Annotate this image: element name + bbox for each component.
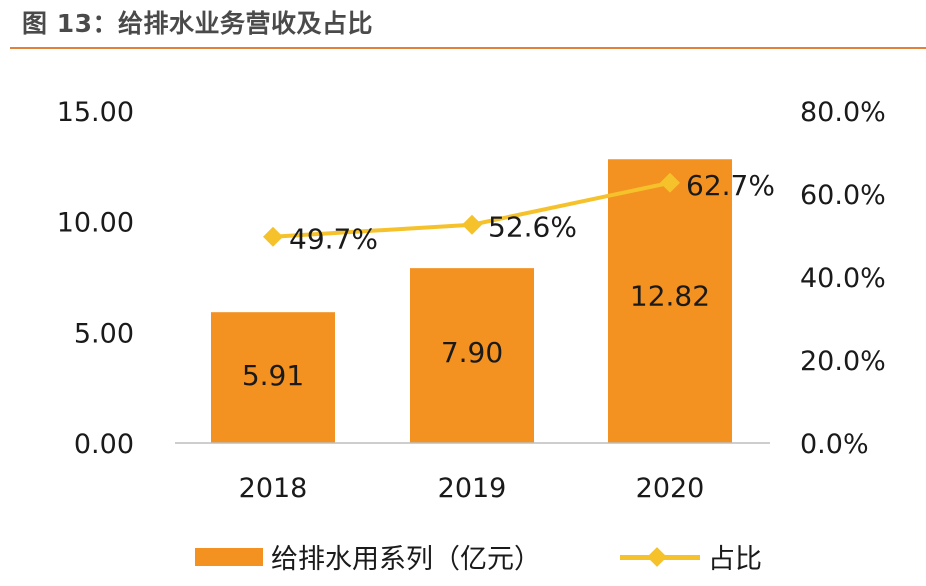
left-tick-label: 15.00 — [57, 97, 134, 128]
right-axis-ticks: 0.0% 20.0% 40.0% 60.0% 80.0% — [800, 97, 886, 460]
line-marker-2018 — [263, 226, 283, 247]
line-value-label: 49.7% — [289, 223, 378, 256]
line-value-label: 62.7% — [686, 169, 775, 202]
bar-value-label: 5.91 — [242, 359, 304, 392]
bar-2019 — [410, 268, 534, 443]
bar-2018 — [211, 312, 335, 443]
right-tick-label: 40.0% — [800, 263, 886, 294]
figure-title: 图 13：给排水业务营收及占比 — [22, 9, 373, 38]
title-rule — [10, 47, 926, 49]
category-label-2020: 2020 — [636, 473, 705, 504]
left-axis-ticks: 0.00 5.00 10.00 15.00 — [57, 97, 134, 460]
line-series — [263, 172, 680, 247]
legend-label-line: 占比 — [708, 544, 762, 575]
category-label-2019: 2019 — [438, 473, 507, 504]
left-tick-label: 0.00 — [74, 429, 134, 460]
legend-label-bar: 给排水用系列（亿元） — [271, 544, 541, 575]
right-tick-label: 0.0% — [800, 429, 869, 460]
bar-value-label: 12.82 — [630, 279, 710, 312]
left-tick-label: 10.00 — [57, 208, 134, 239]
right-tick-label: 80.0% — [800, 97, 886, 128]
legend-item-line: 占比 — [620, 537, 762, 576]
line-value-label: 52.6% — [488, 211, 577, 244]
legend-item-bar: 给排水用系列（亿元） — [195, 537, 541, 576]
right-tick-label: 60.0% — [800, 180, 886, 211]
legend-line-swatch — [620, 546, 700, 567]
legend-bar-swatch — [195, 547, 263, 566]
line-marker-2020 — [660, 172, 680, 193]
bar-value-label: 7.90 — [441, 336, 503, 369]
category-labels: 2018 2019 2020 — [239, 473, 705, 504]
line-marker-2019 — [462, 214, 482, 235]
bar-series — [211, 159, 732, 443]
right-tick-label: 20.0% — [800, 346, 886, 377]
line-data-labels: 49.7% 52.6% 62.7% — [289, 169, 775, 256]
legend: 给排水用系列（亿元） 占比 — [0, 537, 926, 577]
left-tick-label: 5.00 — [74, 318, 134, 349]
bar-2020 — [608, 159, 732, 443]
category-label-2018: 2018 — [239, 473, 308, 504]
bar-data-labels: 5.91 7.90 12.82 — [242, 279, 710, 392]
chart: 0.00 5.00 10.00 15.00 0.0% 20.0% 40.0% 60.0% 80… — [57, 97, 886, 504]
